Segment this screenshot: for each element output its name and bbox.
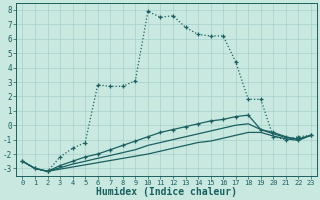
X-axis label: Humidex (Indice chaleur): Humidex (Indice chaleur) [96, 187, 237, 197]
